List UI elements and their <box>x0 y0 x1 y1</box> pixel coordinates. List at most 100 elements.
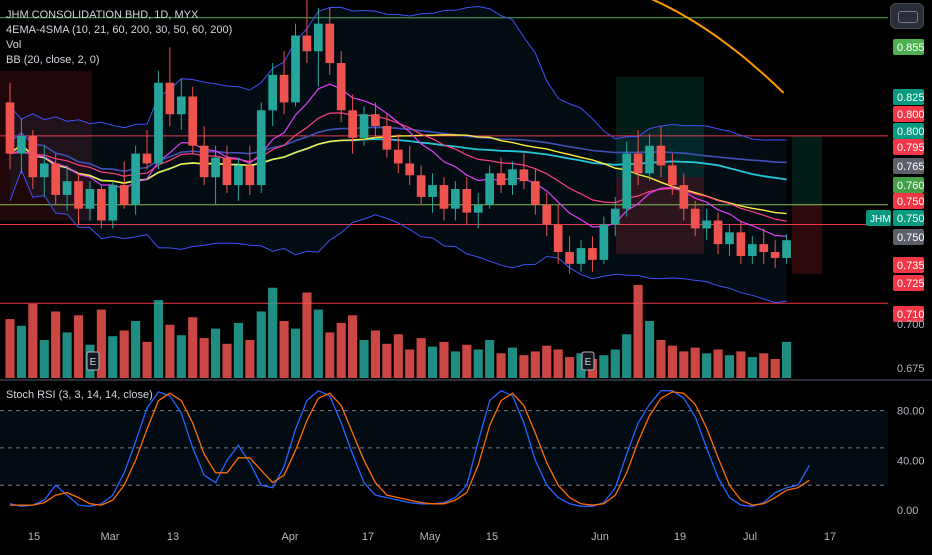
stoch-legend: Stoch RSI (3, 3, 14, 14, close) <box>6 388 153 403</box>
sma200-line <box>651 0 785 94</box>
candle-body <box>85 189 95 209</box>
candle-body <box>268 74 278 111</box>
candle-body <box>108 185 118 221</box>
candle-body <box>39 163 49 178</box>
price-tag-label: 0.725 <box>897 278 925 290</box>
candle-body <box>165 82 175 115</box>
candle-body <box>770 252 780 258</box>
symbol-tag-label: JHM <box>870 214 891 225</box>
candle-body <box>28 135 38 178</box>
candle-body <box>199 145 209 178</box>
candle-body <box>17 135 26 154</box>
candle-body <box>119 185 129 205</box>
volume-bar <box>724 355 735 378</box>
x-axis-label: 13 <box>167 531 179 543</box>
volume-bar <box>348 315 358 378</box>
candle-body <box>428 185 437 197</box>
volume-bar <box>519 355 529 378</box>
candle-body <box>51 163 61 195</box>
candle-body <box>131 153 140 205</box>
candle-body <box>565 252 574 264</box>
volume-bar <box>530 351 540 378</box>
candle-body <box>74 181 83 209</box>
candle-body <box>382 126 392 150</box>
volume-bar <box>268 287 278 378</box>
candle-body <box>154 82 163 164</box>
candle-body <box>234 165 243 186</box>
candle-body <box>519 169 529 182</box>
x-axis-label: 17 <box>362 531 374 543</box>
price-tag-label: 0.735 <box>897 260 925 272</box>
x-axis-label: 17 <box>824 531 836 543</box>
candle-body <box>371 114 380 127</box>
volume-bar <box>131 321 141 378</box>
volume-bar <box>565 357 575 378</box>
ma-indicator-label[interactable]: 4EMA-4SMA (10, 21, 60, 200, 30, 50, 60, … <box>6 24 233 36</box>
candle-body <box>348 110 357 138</box>
volume-bar <box>656 340 666 378</box>
volume-bar <box>610 349 620 378</box>
event-box <box>581 351 595 371</box>
price-tag <box>893 89 924 105</box>
volume-bar <box>28 303 38 378</box>
candle-body <box>245 165 255 186</box>
volume-bar <box>313 309 323 378</box>
symbol-title[interactable]: JHM CONSOLIDATION BHD, 1D, MYX <box>6 9 199 21</box>
x-axis-label: Jul <box>743 531 757 543</box>
volume-bar <box>439 341 449 378</box>
volume-bar <box>325 332 335 378</box>
volume-indicator-label[interactable]: Vol <box>6 39 22 51</box>
volume-bar <box>633 284 643 378</box>
volume-bar <box>576 353 586 378</box>
volume-bar <box>473 349 483 378</box>
candle-body <box>599 224 609 260</box>
volume-bar <box>5 319 15 378</box>
volume-bar <box>679 351 689 378</box>
stoch-axis-label: 40.00 <box>897 455 925 467</box>
candle-body <box>393 149 403 164</box>
price-tag <box>893 123 924 139</box>
candle-body <box>690 208 700 229</box>
volume-bar <box>485 340 495 378</box>
candle-body <box>576 248 586 264</box>
earnings-event-marker: E <box>86 351 100 371</box>
bb-indicator-label[interactable]: BB (20, close, 2, 0) <box>6 54 100 66</box>
event-letter: E <box>585 357 592 368</box>
price-tag-label: 0.855 <box>897 42 925 54</box>
price-tag-label: 0.795 <box>897 142 925 154</box>
volume-bar <box>747 357 757 378</box>
volume-bar <box>188 317 198 378</box>
stoch-axis-label: 80.00 <box>897 406 925 418</box>
volume-bar <box>108 336 118 378</box>
volume-bar <box>496 353 506 378</box>
volume-bar <box>39 340 49 378</box>
x-axis-label: 19 <box>674 531 686 543</box>
candle-body <box>713 220 723 245</box>
volume-bar <box>759 353 769 378</box>
chart-legend: JHM CONSOLIDATION BHD, 1D, MYX 4EMA-4SMA… <box>6 8 232 68</box>
screen-toggle-button[interactable] <box>890 3 924 29</box>
x-axis-label: May <box>420 531 441 543</box>
x-axis-label: Mar <box>101 531 120 543</box>
candle-body <box>656 145 666 166</box>
stoch-rsi-label[interactable]: Stoch RSI (3, 3, 14, 14, close) <box>6 389 153 401</box>
volume-bar <box>393 334 403 378</box>
price-tag-label: 0.825 <box>897 92 925 104</box>
volume-bar <box>176 335 186 378</box>
candle-body <box>553 224 563 253</box>
volume-bar <box>713 349 723 378</box>
candle-body <box>359 114 369 138</box>
candle-body <box>325 23 335 64</box>
candle-body <box>622 153 632 209</box>
candle-body <box>588 248 597 260</box>
price-tag <box>893 139 924 155</box>
volume-bar <box>302 292 312 378</box>
candle-body <box>530 181 540 205</box>
volume-bar <box>165 324 175 378</box>
volume-bar <box>245 340 255 378</box>
candle-body <box>668 165 677 186</box>
candle-body <box>645 145 654 174</box>
candle-body <box>5 102 15 154</box>
candle-body <box>462 189 472 213</box>
